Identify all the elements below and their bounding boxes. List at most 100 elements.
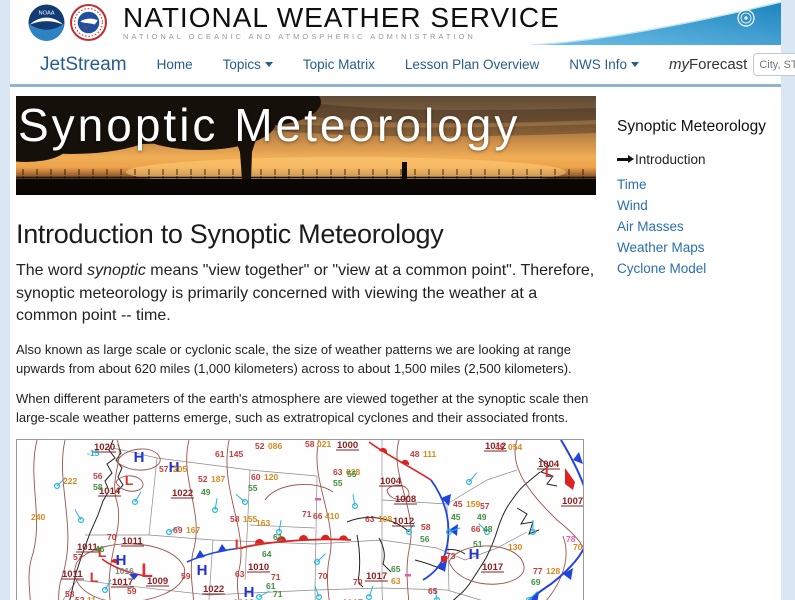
svg-text:L: L (98, 544, 107, 560)
surface-map-svg: 1020 1014 1022 1011 1011 1011 1017 1009 1022 1018… (17, 439, 597, 600)
svg-text:-15: -15 (87, 448, 100, 458)
svg-text:054: 054 (508, 442, 522, 452)
svg-text:66: 66 (471, 524, 481, 534)
lead-paragraph: The word synoptic means "view together" … (16, 262, 595, 325)
myforecast-search: myForecast Go (669, 53, 795, 77)
svg-text:71: 71 (273, 589, 283, 599)
svg-text:205: 205 (173, 464, 187, 474)
site-header: NOAA NATIONAL WEATHER SERVICE NATIONAL O… (10, 0, 781, 45)
stationary-front-west (186, 543, 242, 563)
svg-text:1020: 1020 (94, 442, 115, 453)
sunset-photo-illustration (16, 96, 596, 195)
paragraph-patterns: When different parameters of the earth's… (16, 390, 589, 425)
svg-text:59: 59 (127, 586, 137, 596)
svg-text:58: 58 (305, 440, 315, 449)
svg-text:69: 69 (173, 525, 183, 535)
svg-text:130: 130 (508, 542, 522, 552)
svg-text:1009: 1009 (147, 576, 168, 587)
tree-silhouette (16, 96, 321, 180)
svg-text:57: 57 (73, 552, 83, 562)
svg-text:61: 61 (215, 449, 225, 459)
nav-item-topic-matrix[interactable]: Topic Matrix (302, 57, 375, 72)
caret-down-icon (264, 62, 273, 67)
pressure-labels-layer: 1020 1014 1022 1011 1011 1011 1017 1009 1022 1018… (61, 440, 584, 600)
nws-logo-icon[interactable] (70, 4, 107, 41)
svg-text:L: L (235, 536, 244, 552)
svg-text:163: 163 (256, 518, 270, 528)
noaa-logo-icon[interactable]: NOAA (28, 4, 65, 41)
paragraph-scale: Also known as large scale or cyclonic sc… (16, 342, 572, 376)
sidebar-item-introduction-current: Introduction (617, 152, 781, 167)
sidebar-item-air-masses[interactable]: Air Masses (617, 219, 684, 234)
agency-title: NATIONAL WEATHER SERVICE (123, 2, 560, 33)
svg-text:59: 59 (181, 571, 191, 581)
svg-text:L: L (545, 464, 554, 480)
nav-item-home[interactable]: Home (156, 57, 193, 72)
svg-text:167: 167 (186, 525, 200, 535)
svg-text:58: 58 (65, 589, 75, 599)
main-column: Synoptic Meteorology Introduction to Syn… (16, 96, 597, 600)
sidebar-item-cyclone-model[interactable]: Cyclone Model (617, 261, 707, 276)
svg-text:1004: 1004 (538, 459, 560, 470)
svg-text:45: 45 (453, 499, 463, 509)
svg-text:77: 77 (533, 566, 543, 576)
svg-text:H: H (197, 562, 208, 579)
banner-title: Synoptic Meteorology (18, 99, 521, 151)
svg-text:H: H (469, 546, 480, 563)
svg-text:1016: 1016 (115, 566, 134, 576)
svg-text:159: 159 (466, 499, 480, 509)
svg-text:52: 52 (75, 595, 85, 600)
svg-text:222: 222 (63, 476, 77, 486)
svg-text:086: 086 (268, 441, 282, 451)
svg-text:45: 45 (495, 442, 505, 452)
svg-text:73: 73 (446, 551, 456, 561)
warm-front (240, 534, 352, 549)
sidebar-item-weather-maps[interactable]: Weather Maps (617, 240, 705, 255)
svg-text:60: 60 (251, 472, 261, 482)
location-search-input[interactable] (753, 53, 795, 76)
svg-text:1012: 1012 (485, 441, 506, 452)
svg-text:49: 49 (477, 512, 487, 522)
page-container: NOAA NATIONAL WEATHER SERVICE NATIONAL O… (10, 0, 795, 600)
svg-text:1011: 1011 (122, 536, 143, 547)
sidebar-title: Synoptic Meteorology (617, 118, 767, 135)
svg-text:52: 52 (198, 474, 208, 484)
doc-seal-icon (737, 9, 755, 27)
topic-banner-image: Synoptic Meteorology (16, 96, 596, 195)
svg-text:1011: 1011 (77, 542, 98, 553)
svg-text:145: 145 (229, 449, 243, 459)
svg-text:1014: 1014 (99, 486, 121, 497)
nav-brand-jetstream[interactable]: JetStream (40, 53, 127, 75)
svg-text:NOAA: NOAA (39, 10, 55, 16)
svg-text:52: 52 (255, 441, 265, 451)
svg-text:61: 61 (266, 581, 276, 591)
svg-text:1000: 1000 (337, 440, 358, 451)
svg-text:L: L (125, 472, 134, 488)
svg-text:46: 46 (95, 544, 105, 554)
sidebar-item-wind[interactable]: Wind (617, 198, 648, 213)
surface-analysis-map-image: 1020 1014 1022 1011 1011 1011 1017 1009 1022 1018… (16, 438, 597, 600)
svg-text:1022: 1022 (203, 584, 224, 595)
svg-text:187: 187 (211, 474, 225, 484)
nav-item-nws-info[interactable]: NWS Info (569, 57, 639, 72)
svg-text:108: 108 (378, 514, 392, 524)
nav-item-lesson-plan-overview[interactable]: Lesson Plan Overview (404, 57, 540, 72)
svg-text:L: L (90, 569, 99, 585)
svg-text:H: H (116, 552, 127, 569)
svg-text:51: 51 (473, 539, 483, 549)
stationary-front-southwest (101, 557, 146, 580)
svg-text:70: 70 (318, 571, 328, 581)
svg-text:70: 70 (573, 542, 583, 552)
svg-text:11: 11 (87, 595, 96, 600)
page-title: Introduction to Synoptic Meteorology (16, 219, 444, 249)
svg-text:70: 70 (107, 532, 117, 542)
svg-text:66: 66 (313, 511, 323, 521)
sidebar-item-time[interactable]: Time (617, 177, 647, 192)
svg-text:55: 55 (333, 478, 343, 488)
svg-text:65: 65 (391, 564, 401, 574)
svg-text:038: 038 (346, 467, 360, 477)
myforecast-label: myForecast (668, 56, 748, 73)
nav-item-topics[interactable]: Topics (223, 57, 273, 72)
svg-text:56: 56 (420, 534, 430, 544)
